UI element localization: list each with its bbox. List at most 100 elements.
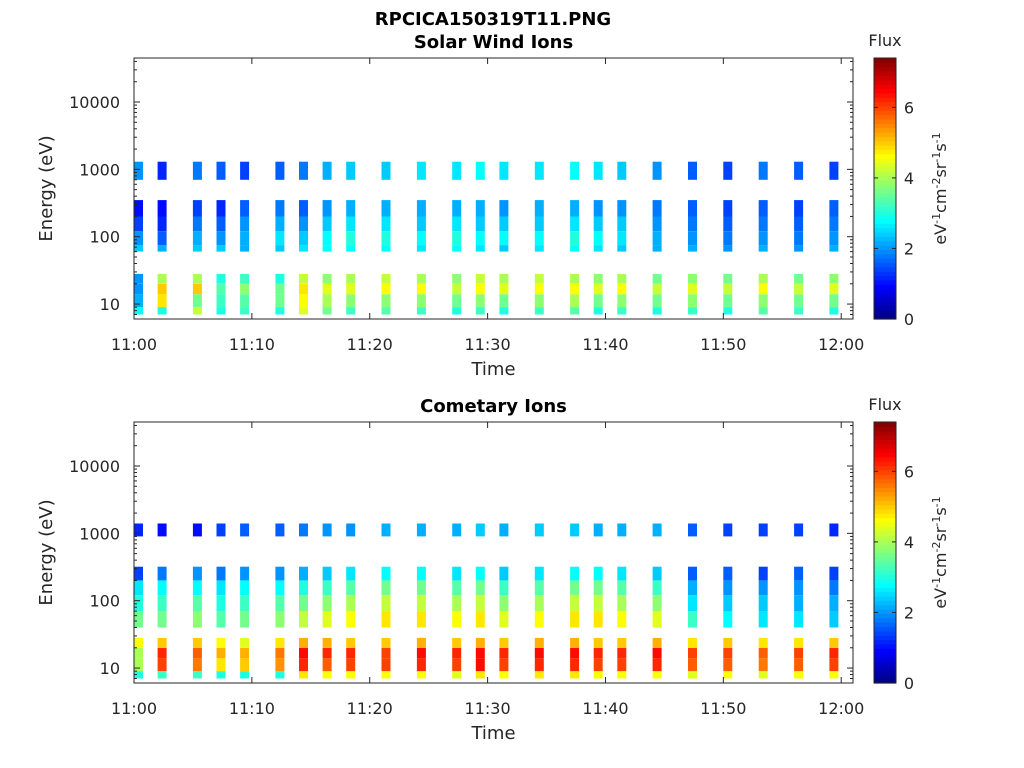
colorbar-tick-label: 0 [904, 310, 914, 329]
spectrogram-cell [240, 580, 250, 596]
spectrogram-cell [593, 671, 603, 679]
colorbar-segment [874, 131, 896, 137]
spectrogram-cell [475, 231, 485, 246]
spectrogram-cell [570, 580, 580, 596]
spectrogram-cell [381, 637, 391, 648]
spectrogram-cell [416, 245, 426, 252]
spectrogram-cell [570, 231, 580, 246]
colorbar-segment [874, 643, 896, 649]
spectrogram-cell [723, 566, 733, 581]
spectrogram-cell [134, 647, 143, 659]
spectrogram-cell [134, 611, 143, 628]
spectrogram-cell [758, 161, 768, 180]
spectrogram-cell [157, 216, 167, 232]
spectrogram-cell [381, 161, 391, 180]
spectrogram-cell [758, 671, 768, 679]
spectrogram-cell [758, 231, 768, 246]
unit-exponent: -1 [930, 213, 943, 224]
colorbar-segment [874, 71, 896, 76]
unit-exponent: -1 [930, 577, 943, 588]
colorbar-unit-label: eV-1cm-2sr-1s-1 [930, 496, 951, 608]
spectrogram-cell [475, 283, 485, 295]
spectrogram-cell [452, 671, 462, 679]
spectrogram-cell [570, 611, 580, 628]
spectrogram-cell [723, 307, 733, 315]
spectrogram-cell [499, 294, 509, 308]
spectrogram-cell [593, 307, 603, 315]
spectrogram-cell [452, 566, 462, 581]
spectrogram-cell [452, 637, 462, 648]
spectrogram-cell [299, 595, 308, 612]
spectrogram-cell [192, 294, 202, 308]
spectrogram-cell [534, 647, 544, 659]
spectrogram-cell [688, 216, 697, 232]
spectrogram-cell [299, 580, 308, 596]
spectrogram-cell [758, 580, 768, 596]
spectrogram-cell [240, 216, 250, 232]
spectrogram-cell [652, 595, 662, 612]
colorbar-segment [874, 218, 896, 224]
panel-2: 11:00 11:10 11:20 11:30 11:40 11:50 12:00 10 100… [36, 395, 950, 744]
spectrogram-cell [617, 200, 627, 217]
colorbar-segment [874, 448, 896, 454]
spectrogram-cell [134, 216, 143, 232]
spectrogram-cell [688, 647, 697, 659]
spectrogram-cell [652, 231, 662, 246]
spectrogram-cell [475, 216, 485, 232]
spectrogram-cell [216, 595, 226, 612]
spectrogram-cell [192, 161, 202, 180]
spectrogram-cell [322, 658, 332, 672]
colorbar-segment [874, 565, 896, 571]
spectrogram-cell [322, 216, 332, 232]
spectrogram-cell [829, 307, 839, 315]
spectrogram-cell [794, 161, 804, 180]
colorbar-tick-label: 6 [904, 98, 914, 117]
spectrogram-cell [216, 216, 226, 232]
spectrogram-cell [275, 523, 285, 537]
spectrogram-cell [192, 245, 202, 252]
spectrogram-cell [452, 273, 462, 284]
spectrogram-cell [134, 245, 143, 252]
spectrogram-cell [216, 637, 226, 648]
unit-exponent: -2 [930, 178, 943, 189]
spectrogram-cell [794, 523, 804, 537]
spectrogram-cell [381, 671, 391, 679]
colorbar-segment [874, 305, 896, 311]
y-tick-label: 10000 [69, 93, 120, 112]
spectrogram-cell [216, 671, 226, 679]
spectrogram-cell [570, 647, 580, 659]
colorbar-segment [874, 552, 896, 558]
spectrogram-cell [416, 283, 426, 295]
spectrogram-cell [134, 637, 143, 648]
colorbar-segment [874, 513, 896, 519]
spectrogram-cell [475, 580, 485, 596]
colorbar-segment [874, 578, 896, 584]
y-tick-label: 10 [100, 659, 120, 678]
spectrogram-cell [381, 294, 391, 308]
spectrogram-cell [346, 611, 356, 628]
spectrogram-cell [216, 161, 226, 180]
spectrogram-cell [275, 294, 285, 308]
colorbar-segment [874, 487, 896, 493]
spectrogram-cell [346, 671, 356, 679]
spectrogram-cell [216, 231, 226, 246]
spectrogram-cell [240, 307, 250, 315]
spectrogram-cell [829, 523, 839, 537]
x-tick-label: 11:20 [347, 699, 393, 718]
spectrogram-cell [299, 647, 308, 659]
spectrogram-cell [570, 273, 580, 284]
x-tick-label: 11:40 [582, 699, 628, 718]
spectrogram-cell [758, 611, 768, 628]
spectrogram-cell [652, 161, 662, 180]
spectrogram-cell [157, 283, 167, 295]
spectrogram-cell [829, 200, 839, 217]
spectrogram-cell [723, 161, 733, 180]
spectrogram-cell [381, 595, 391, 612]
spectrogram-cell [758, 245, 768, 252]
spectrogram-cell [416, 671, 426, 679]
colorbar-segment [874, 66, 896, 72]
colorbar-segment [874, 266, 896, 272]
colorbar-segment [874, 426, 896, 432]
x-axis-label: Time [470, 723, 515, 744]
spectrogram-cell [723, 637, 733, 648]
